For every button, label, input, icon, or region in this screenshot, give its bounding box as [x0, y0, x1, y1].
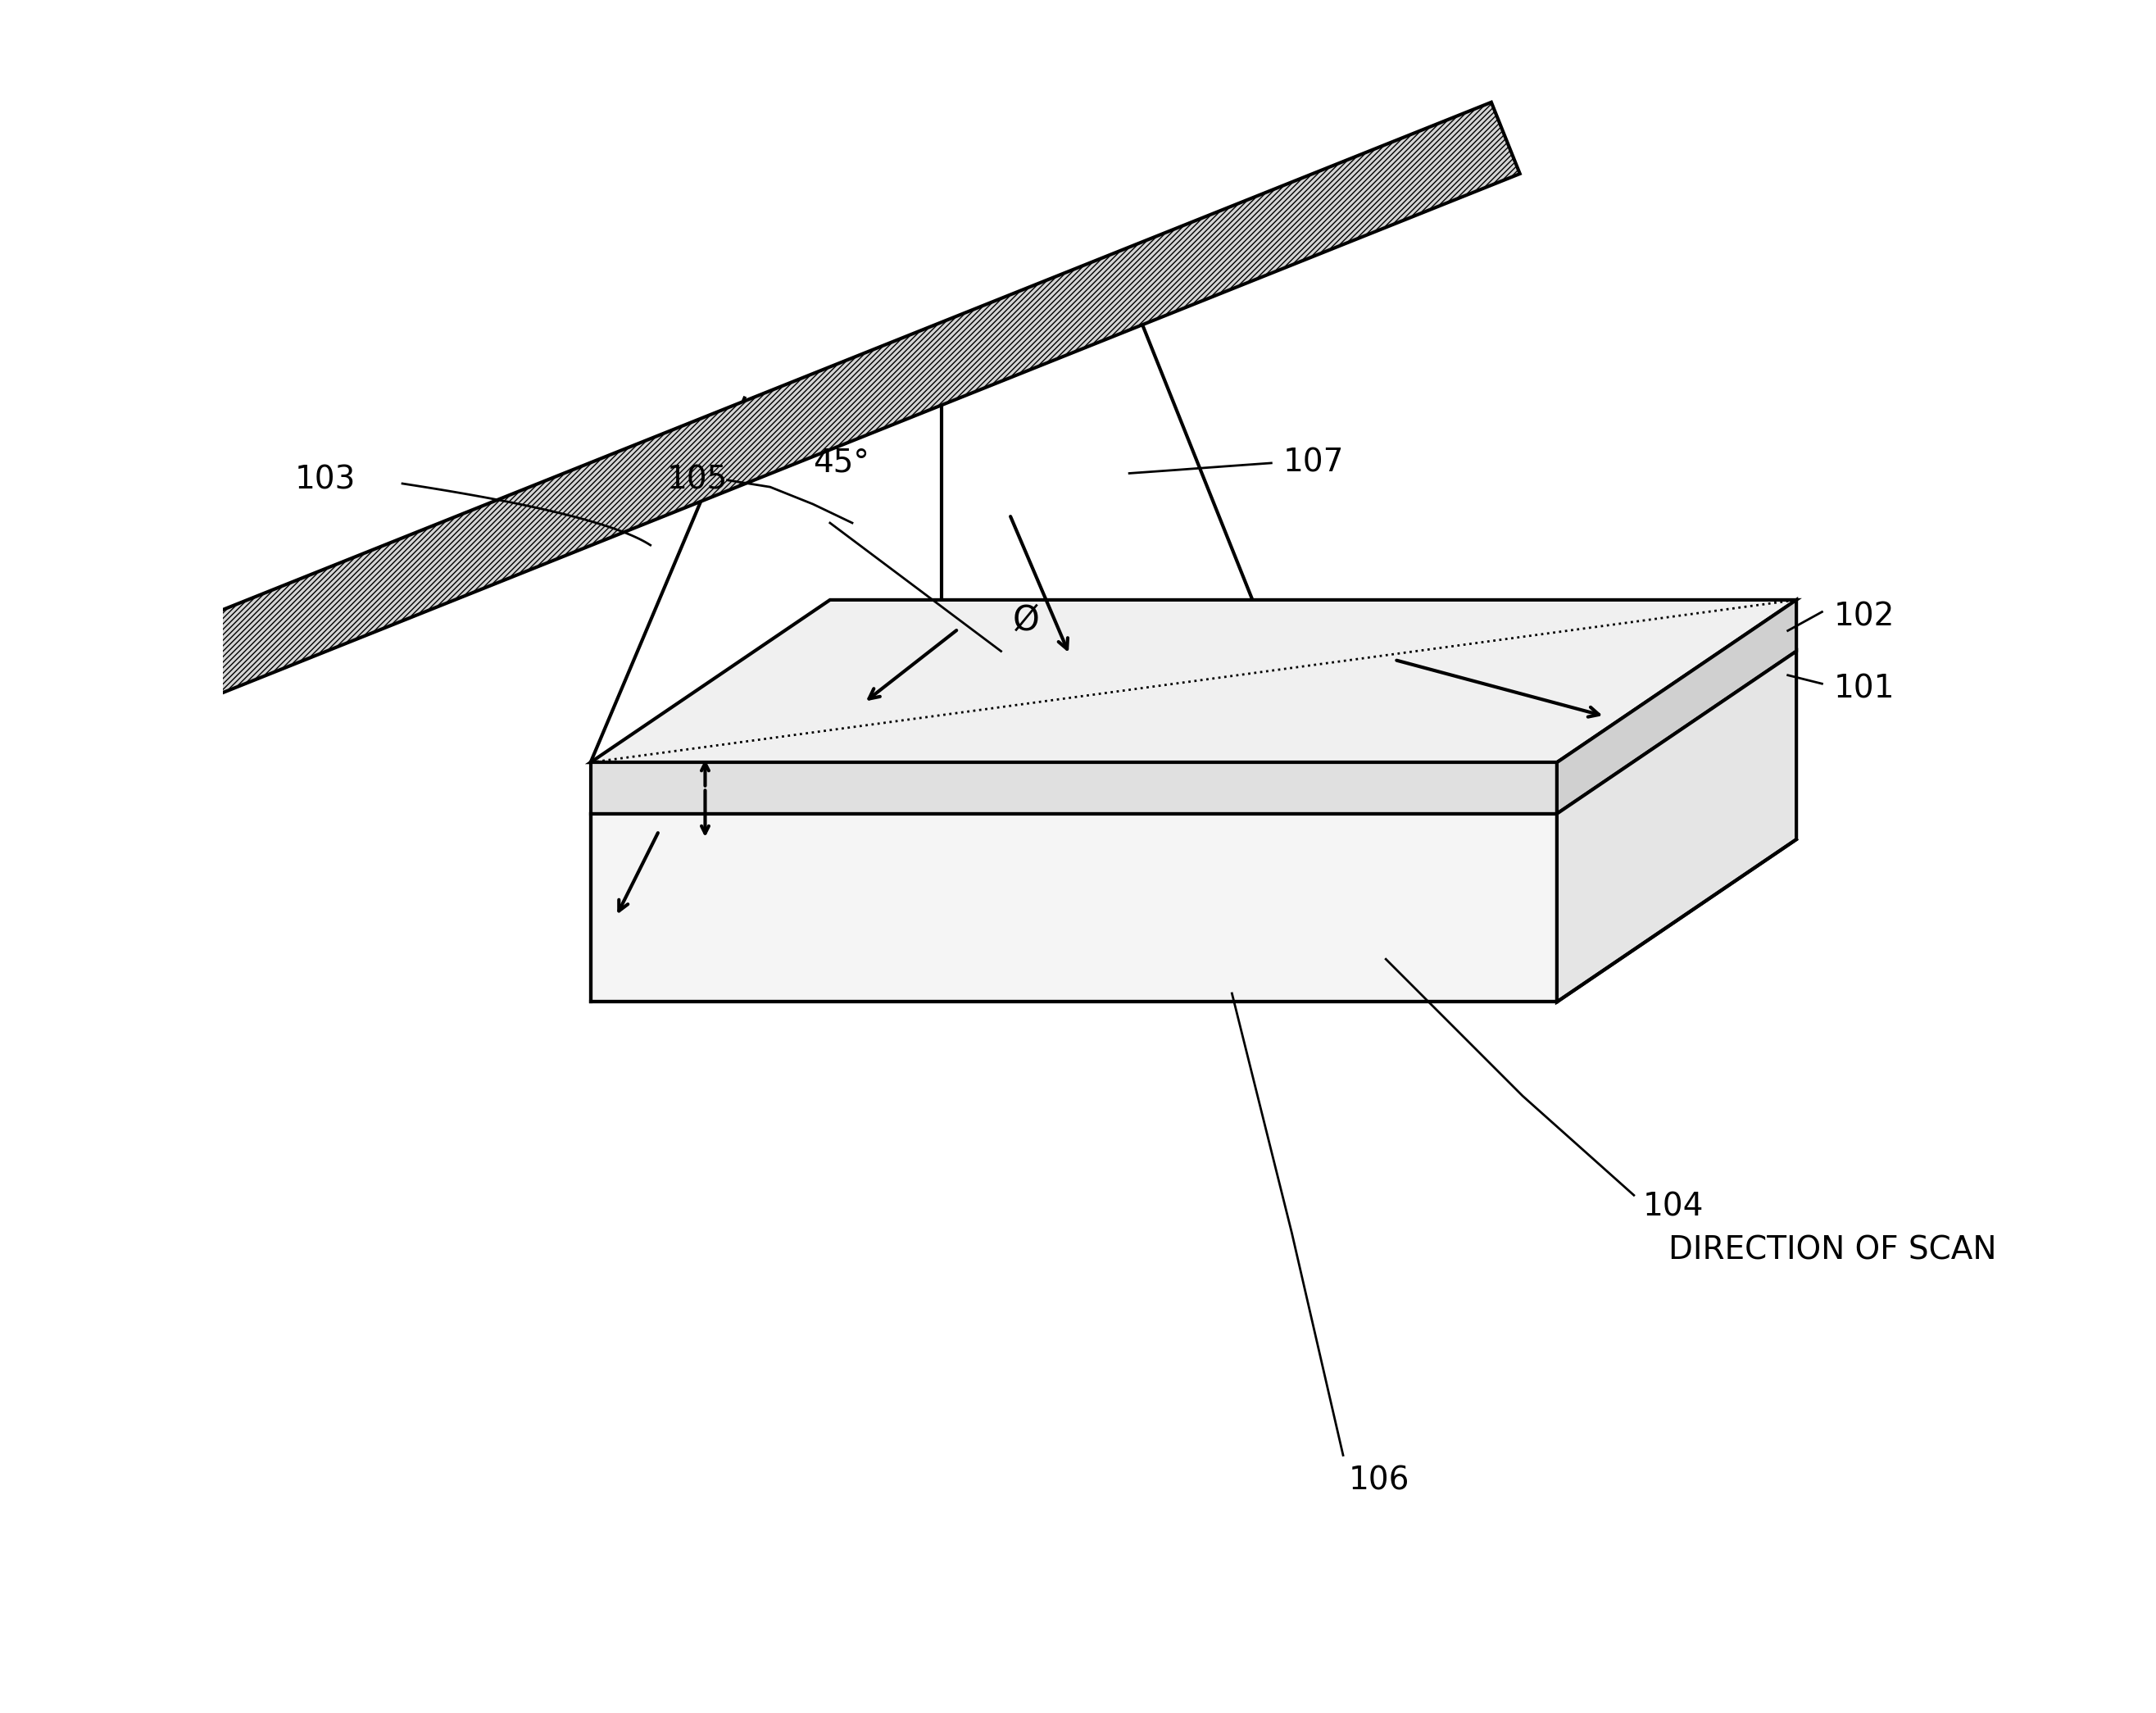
Text: 104: 104 — [1643, 1192, 1703, 1223]
Polygon shape — [591, 814, 1557, 1002]
Text: Ø: Ø — [1013, 603, 1039, 637]
Text: 103: 103 — [295, 464, 356, 495]
Text: 102: 102 — [1835, 601, 1895, 632]
Text: 101: 101 — [1835, 673, 1895, 704]
Text: DIRECTION OF SCAN: DIRECTION OF SCAN — [1669, 1235, 1996, 1266]
Polygon shape — [1557, 600, 1796, 814]
Polygon shape — [123, 103, 1520, 721]
Polygon shape — [1557, 651, 1796, 1002]
Text: 106: 106 — [1348, 1465, 1410, 1497]
Polygon shape — [591, 600, 1796, 762]
Text: 107: 107 — [1283, 447, 1345, 478]
Text: 45°: 45° — [813, 447, 869, 478]
Text: 105: 105 — [666, 464, 727, 495]
Polygon shape — [591, 762, 1557, 814]
